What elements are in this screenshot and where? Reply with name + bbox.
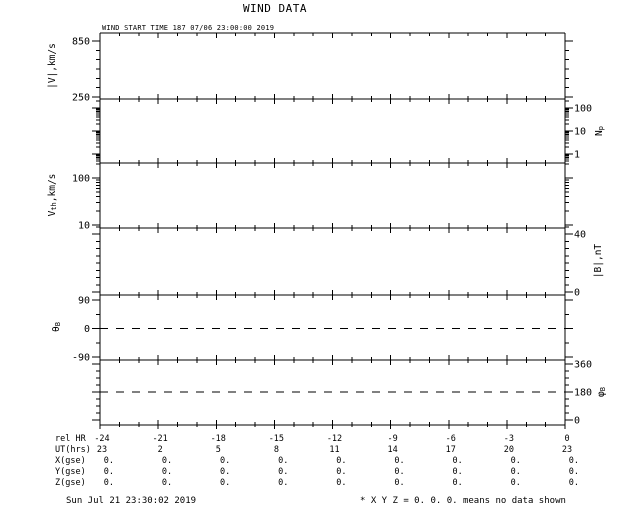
- table-cell: 2: [157, 445, 163, 455]
- table-cell: 0.: [278, 467, 289, 477]
- table-cell: 0.: [394, 478, 405, 488]
- table-cell: 0.: [278, 478, 289, 488]
- table-cell: -24: [94, 434, 110, 444]
- table-cell: 0.: [394, 456, 405, 466]
- y-tick-label: 1: [574, 150, 580, 161]
- table-cell: 0: [564, 434, 570, 444]
- table-cell: 0.: [103, 467, 114, 477]
- table-row-label: Z(gse): [55, 478, 86, 488]
- y-tick-label: 100: [72, 174, 90, 185]
- table-cell: 0.: [336, 467, 347, 477]
- y-axis-label-field-magnitude: |B|,nT: [589, 201, 607, 321]
- table-cell: 5: [215, 445, 221, 455]
- y-tick-label: 10: [574, 127, 586, 138]
- table-cell: 0.: [568, 456, 579, 466]
- start-time-label: WIND START TIME 187 07/06 23:00:00 2019: [102, 24, 275, 32]
- table-cell: 0.: [103, 456, 114, 466]
- axis-label-text: |B|,nT: [592, 243, 604, 279]
- table-cell: 0.: [161, 478, 173, 488]
- axis-label-text: ,km/s: [46, 173, 58, 203]
- axis-label-text: θ: [50, 326, 62, 332]
- creation-timestamp: Sun Jul 21 23:30:02 2019: [66, 496, 197, 506]
- table-cell: -9: [387, 434, 398, 444]
- table-cell: -12: [326, 434, 343, 444]
- y-axis-label-speed: |V|,km/s: [43, 6, 61, 126]
- table-cell: 0.: [452, 467, 463, 477]
- table-cell: -18: [210, 434, 226, 444]
- y-tick-label: 0: [574, 288, 580, 299]
- axis-label-text: φ: [595, 391, 607, 397]
- table-cell: 0.: [568, 478, 579, 488]
- y-tick-label: 360: [574, 360, 592, 371]
- axis-label-subscript: B: [54, 322, 62, 327]
- table-cell: 0.: [103, 478, 114, 488]
- y-tick-label: 250: [72, 93, 90, 104]
- axis-label-text: V: [46, 210, 58, 217]
- table-cell: 0.: [452, 456, 463, 466]
- no-data-note: * X Y Z = 0. 0. 0. means no data shown: [360, 496, 566, 506]
- y-tick-label: -90: [72, 353, 90, 364]
- table-cell: 0.: [336, 456, 347, 466]
- table-row-label: UT(hrs): [55, 445, 91, 455]
- table-cell: 0.: [220, 467, 231, 477]
- table-cell: -15: [268, 434, 285, 444]
- axis-label-subscript: B: [599, 387, 607, 392]
- table-cell: 0.: [394, 467, 405, 477]
- axis-label-text: N: [593, 130, 605, 136]
- table-cell: 20: [503, 445, 514, 455]
- table-cell: -3: [503, 434, 514, 444]
- y-tick-label: 0: [84, 324, 90, 335]
- table-row-label: X(gse): [55, 456, 86, 466]
- table-cell: 23: [561, 445, 573, 455]
- axis-label-text: |V|,km/s: [46, 43, 58, 89]
- table-cell: 0.: [278, 456, 289, 466]
- table-cell: 0.: [510, 456, 521, 466]
- table-cell: 0.: [336, 478, 347, 488]
- table-cell: 0.: [510, 478, 521, 488]
- y-tick-label: 40: [574, 230, 586, 241]
- table-row-label: Y(gse): [55, 467, 86, 477]
- table-cell: 0.: [568, 467, 579, 477]
- table-cell: 0.: [220, 456, 231, 466]
- table-cell: 0.: [510, 467, 521, 477]
- table-cell: 23: [96, 445, 108, 455]
- page-title: WIND DATA: [242, 2, 308, 15]
- table-cell: 0.: [452, 478, 463, 488]
- axis-label-subscript: p: [597, 126, 605, 131]
- y-tick-label: 100: [574, 104, 592, 115]
- y-tick-label: 0: [574, 416, 580, 427]
- table-cell: 0.: [161, 467, 173, 477]
- table-row-label: rel HR: [55, 434, 86, 444]
- table-cell: 0.: [161, 456, 173, 466]
- y-tick-label: 180: [574, 388, 592, 399]
- y-tick-label: 850: [72, 37, 90, 48]
- axis-label-subscript: th: [50, 202, 58, 211]
- y-tick-label: 10: [78, 221, 90, 232]
- y-tick-label: 90: [78, 296, 90, 307]
- table-cell: -21: [152, 434, 168, 444]
- table-cell: 11: [329, 445, 340, 455]
- table-cell: 8: [273, 445, 279, 455]
- table-cell: 17: [445, 445, 456, 455]
- table-cell: 14: [387, 445, 398, 455]
- table-cell: -6: [445, 434, 456, 444]
- table-cell: 0.: [220, 478, 231, 488]
